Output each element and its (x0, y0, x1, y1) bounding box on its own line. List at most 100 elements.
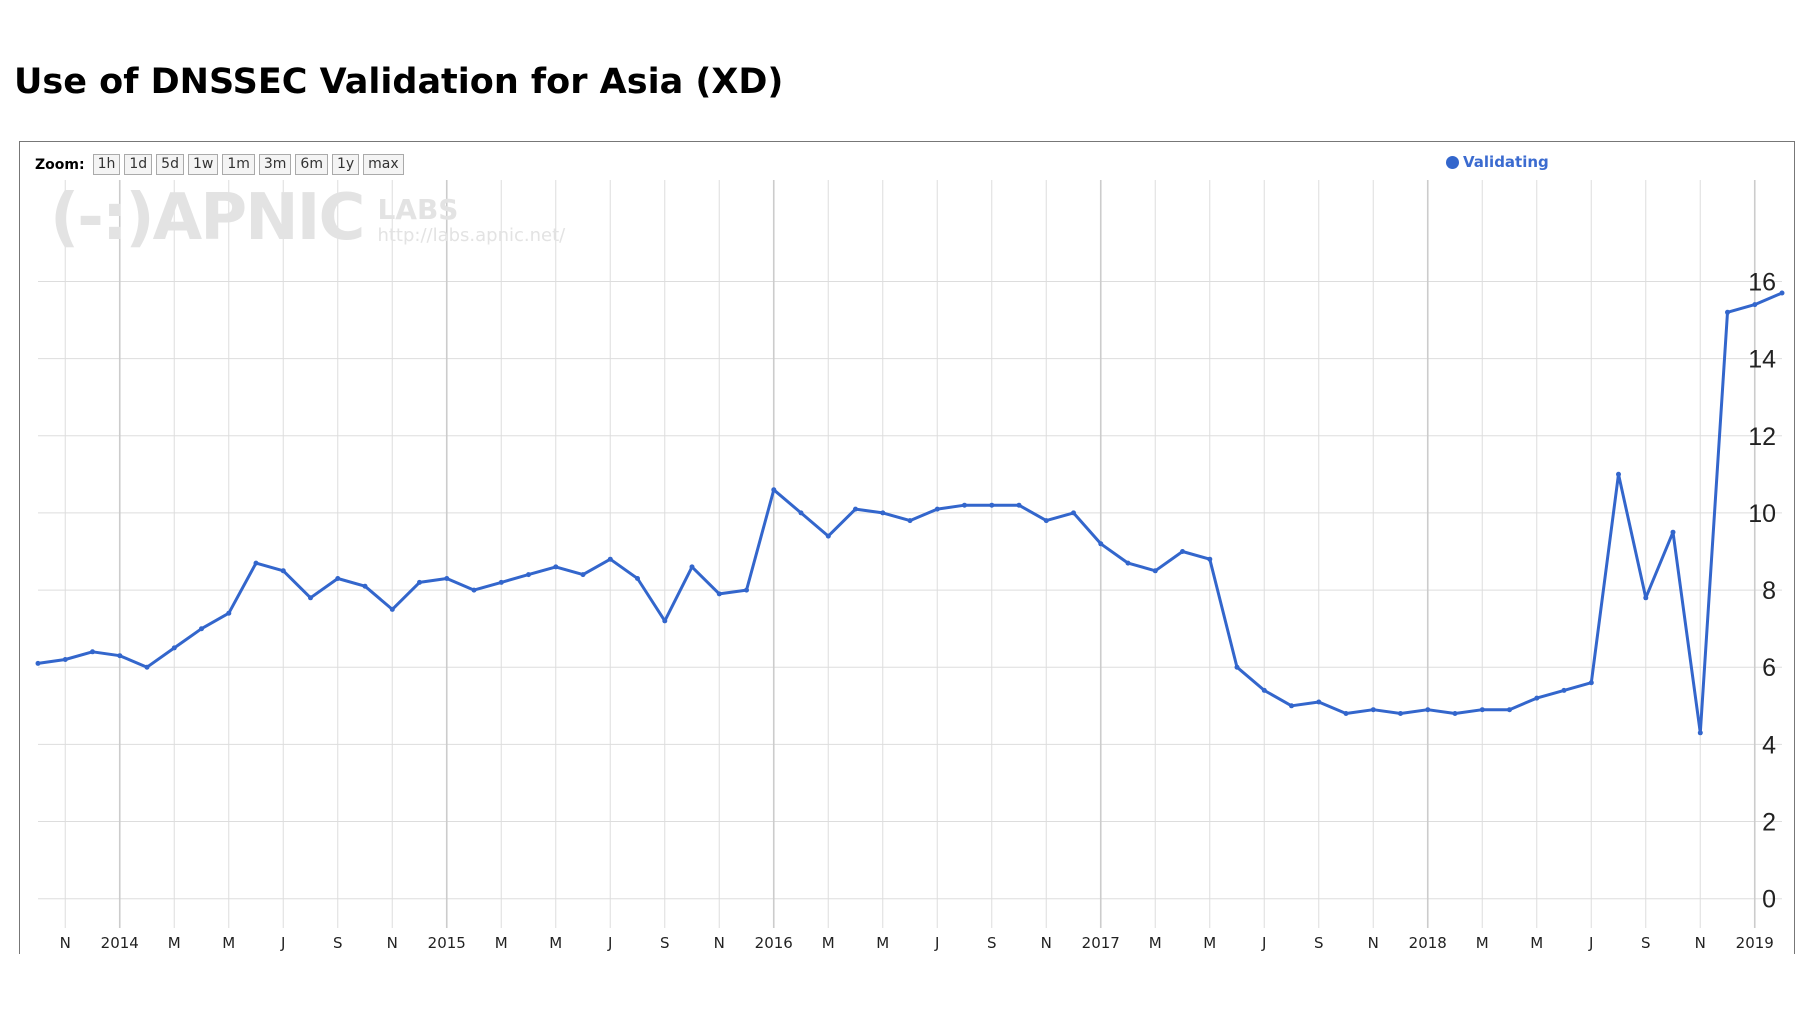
data-point[interactable] (689, 564, 695, 570)
data-point[interactable] (226, 610, 232, 616)
data-point[interactable] (962, 502, 967, 508)
x-tick-label: N (714, 934, 725, 952)
x-tick-label: M (1530, 934, 1543, 952)
data-point[interactable] (553, 564, 559, 570)
data-point[interactable] (35, 660, 41, 666)
y-tick-label: 14 (1748, 346, 1776, 374)
zoom-5d-button[interactable]: 5d (156, 154, 184, 175)
data-point[interactable] (1125, 560, 1131, 566)
data-point[interactable] (417, 579, 422, 585)
chart-container (19, 141, 1795, 954)
y-tick-label: 16 (1748, 268, 1776, 296)
data-point[interactable] (1370, 707, 1376, 713)
data-point[interactable] (362, 583, 368, 589)
zoom-1d-button[interactable]: 1d (124, 154, 153, 175)
data-point[interactable] (144, 664, 150, 670)
data-point[interactable] (1479, 707, 1485, 713)
x-tick-label: M (168, 934, 181, 952)
data-point[interactable] (1779, 290, 1785, 296)
data-point[interactable] (1234, 664, 1240, 670)
y-tick-label: 8 (1762, 577, 1776, 605)
data-point[interactable] (880, 510, 886, 516)
x-tick-label: N (1041, 934, 1052, 952)
data-point[interactable] (389, 606, 395, 612)
data-point[interactable] (1071, 510, 1076, 516)
data-point[interactable] (907, 518, 913, 524)
x-tick-label: N (1368, 934, 1379, 952)
data-point[interactable] (1507, 707, 1512, 713)
data-point[interactable] (744, 587, 749, 593)
data-point[interactable] (526, 572, 531, 578)
x-tick-label: M (1476, 934, 1489, 952)
y-tick-label: 6 (1762, 654, 1776, 682)
data-point[interactable] (798, 510, 804, 516)
data-point[interactable] (117, 653, 123, 659)
data-point[interactable] (1152, 568, 1158, 574)
data-point[interactable] (1725, 309, 1730, 315)
data-point[interactable] (607, 556, 613, 562)
data-point[interactable] (1343, 711, 1349, 716)
x-tick-label: N (1695, 934, 1706, 952)
data-point[interactable] (1316, 699, 1322, 705)
data-point[interactable] (1043, 518, 1049, 524)
data-point[interactable] (1752, 302, 1758, 308)
data-point[interactable] (308, 595, 313, 601)
data-point[interactable] (1561, 687, 1567, 693)
data-point[interactable] (1098, 541, 1104, 547)
zoom-1y-button[interactable]: 1y (331, 154, 360, 175)
data-point[interactable] (1697, 730, 1703, 736)
data-point[interactable] (90, 649, 95, 655)
x-tick-label: J (934, 934, 939, 952)
data-point[interactable] (199, 626, 204, 632)
x-tick-label: 2015 (428, 934, 466, 952)
legend[interactable]: Validating (1446, 153, 1549, 171)
x-tick-label: J (607, 934, 612, 952)
data-point[interactable] (253, 560, 259, 566)
page-title: Use of DNSSEC Validation for Asia (XD) (14, 62, 784, 102)
x-tick-label: S (987, 934, 997, 952)
data-point[interactable] (444, 576, 450, 581)
data-point[interactable] (771, 487, 777, 493)
zoom-3m-button[interactable]: 3m (258, 154, 292, 175)
data-point[interactable] (1670, 529, 1676, 535)
data-point[interactable] (662, 618, 668, 624)
data-point[interactable] (825, 533, 831, 539)
data-point[interactable] (1534, 695, 1540, 701)
zoom-1w-button[interactable]: 1w (187, 154, 219, 175)
data-point[interactable] (171, 645, 177, 651)
data-point[interactable] (934, 506, 940, 512)
data-point[interactable] (1425, 707, 1431, 713)
data-point[interactable] (1207, 556, 1213, 562)
data-point[interactable] (280, 568, 286, 574)
data-point[interactable] (1588, 680, 1594, 686)
y-tick-label: 10 (1748, 500, 1776, 528)
data-point[interactable] (1643, 595, 1649, 601)
data-point[interactable] (635, 576, 640, 581)
zoom-bar: Zoom: 1h 1d 5d 1w 1m 3m 6m 1y max (35, 154, 404, 175)
y-tick-label: 2 (1762, 809, 1776, 837)
data-point[interactable] (1452, 711, 1458, 716)
x-tick-label: M (822, 934, 835, 952)
data-point[interactable] (1016, 502, 1022, 508)
data-point[interactable] (62, 657, 68, 662)
data-point[interactable] (1398, 711, 1403, 716)
data-point[interactable] (989, 502, 995, 508)
x-tick-label: M (1203, 934, 1216, 952)
zoom-1h-button[interactable]: 1h (92, 154, 121, 175)
x-tick-label: S (1314, 934, 1324, 952)
data-point[interactable] (1261, 687, 1267, 693)
data-point[interactable] (1616, 471, 1621, 477)
data-point[interactable] (471, 587, 477, 593)
data-point[interactable] (716, 591, 722, 597)
data-point[interactable] (580, 572, 586, 578)
data-point[interactable] (335, 576, 341, 581)
zoom-max-button[interactable]: max (363, 154, 404, 175)
y-tick-label: 4 (1762, 731, 1776, 759)
data-point[interactable] (1289, 703, 1294, 709)
zoom-6m-button[interactable]: 6m (295, 154, 328, 175)
data-point[interactable] (853, 506, 858, 512)
data-point[interactable] (498, 579, 504, 585)
data-point[interactable] (1180, 549, 1185, 554)
zoom-1m-button[interactable]: 1m (222, 154, 255, 175)
